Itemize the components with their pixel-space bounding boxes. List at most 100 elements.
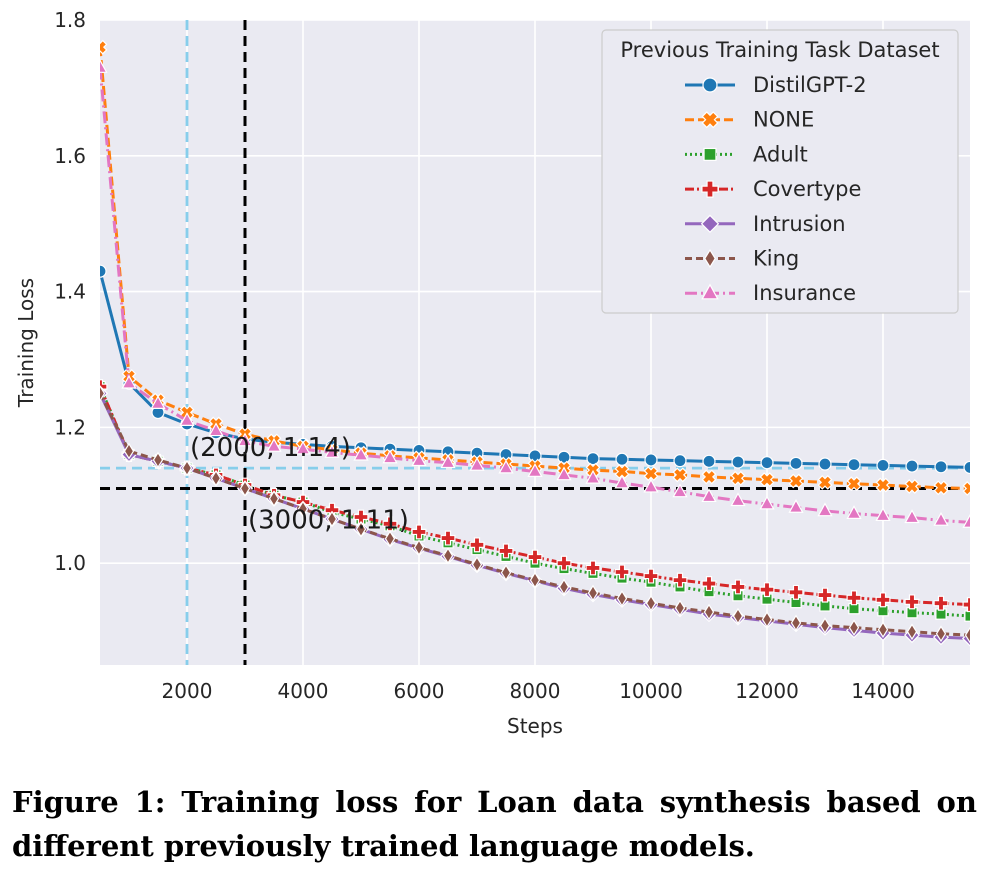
legend-label: Intrusion — [753, 212, 846, 236]
data-point — [527, 549, 543, 565]
data-point — [846, 590, 862, 606]
data-point — [846, 505, 862, 519]
data-point — [760, 456, 774, 470]
data-point — [556, 555, 572, 571]
data-point — [498, 543, 514, 559]
data-point — [877, 621, 889, 639]
data-point — [297, 500, 309, 518]
data-point — [731, 455, 745, 469]
data-point — [846, 476, 862, 492]
data-point — [123, 442, 135, 460]
data-point — [848, 619, 860, 636]
data-point — [268, 490, 280, 507]
data-point — [962, 597, 970, 613]
data-point — [528, 449, 542, 463]
data-point — [672, 467, 688, 483]
x-axis-label: Steps — [507, 714, 563, 738]
data-point — [730, 492, 746, 507]
data-point — [100, 264, 107, 278]
data-point — [585, 469, 601, 484]
data-point — [210, 469, 222, 487]
data-point — [498, 459, 514, 474]
data-point — [904, 479, 920, 494]
data-point — [730, 579, 746, 595]
y-axis-label: Training Loss — [14, 278, 38, 408]
data-point — [471, 556, 483, 573]
data-point — [121, 374, 137, 389]
legend-label: King — [753, 247, 799, 271]
data-point — [789, 456, 803, 470]
figure-caption: Figure 1: Training loss for Loan data sy… — [12, 785, 977, 863]
annotation-label: (2000, 1.14) — [190, 433, 351, 463]
data-point — [614, 564, 630, 580]
legend-label: Insurance — [753, 281, 856, 305]
data-point — [817, 474, 833, 490]
data-point — [876, 458, 890, 472]
series-king — [100, 385, 970, 644]
data-point — [817, 587, 833, 603]
data-point — [500, 564, 512, 581]
series-group — [100, 39, 970, 647]
data-point — [411, 452, 427, 467]
data-point — [732, 607, 744, 625]
data-point — [557, 450, 571, 464]
legend-box — [601, 29, 959, 314]
data-point — [326, 510, 338, 528]
data-point — [906, 623, 918, 641]
legend-marker — [704, 248, 716, 269]
data-point — [819, 617, 831, 634]
data-point — [904, 509, 920, 524]
data-point — [382, 516, 398, 532]
legend-item: Insurance — [685, 281, 856, 305]
data-point — [817, 502, 833, 517]
x-tick-label: 2000 — [162, 679, 213, 703]
legend-items: DistilGPT-2 NONE Adult Covertype Intrusion Ki… — [685, 73, 867, 305]
data-point — [730, 470, 746, 486]
data-point — [237, 432, 253, 447]
data-point — [100, 385, 106, 402]
data-point — [208, 422, 224, 437]
data-point — [586, 452, 600, 466]
legend-marker — [702, 77, 718, 93]
data-point — [935, 625, 947, 643]
data-point — [440, 454, 456, 469]
legend-item: Covertype — [685, 177, 861, 201]
data-point — [615, 452, 629, 466]
data-point — [701, 469, 717, 485]
legend-label: Adult — [753, 142, 808, 166]
data-point — [440, 530, 456, 546]
legend-item: Intrusion — [685, 212, 846, 236]
data-point — [558, 578, 570, 596]
data-point — [384, 530, 396, 548]
data-point — [875, 507, 891, 522]
data-point — [788, 499, 804, 513]
data-point — [643, 466, 659, 481]
x-tick-label: 8000 — [510, 679, 561, 703]
data-point — [556, 466, 572, 481]
data-point — [411, 524, 427, 540]
y-tick-label: 1.0 — [54, 551, 86, 575]
data-point — [934, 460, 948, 474]
data-point — [382, 449, 398, 464]
legend-item: King — [685, 247, 799, 271]
data-point — [100, 39, 108, 55]
data-point — [266, 437, 282, 452]
data-point — [469, 456, 485, 471]
x-tick-label: 6000 — [394, 679, 445, 703]
data-point — [355, 520, 367, 538]
data-point — [933, 595, 949, 611]
data-point — [100, 59, 108, 73]
x-tick-label: 12000 — [735, 679, 799, 703]
data-point — [759, 472, 775, 488]
data-point — [442, 547, 454, 565]
data-point — [527, 463, 543, 477]
data-point — [933, 480, 949, 496]
data-point — [179, 412, 195, 426]
data-point — [585, 560, 601, 576]
legend-item: DistilGPT-2 — [685, 73, 867, 97]
data-point — [701, 576, 717, 592]
legend-label: NONE — [753, 108, 814, 132]
legend-item: NONE — [685, 108, 814, 132]
y-tick-label: 1.6 — [54, 144, 86, 168]
legend-marker — [701, 111, 719, 129]
